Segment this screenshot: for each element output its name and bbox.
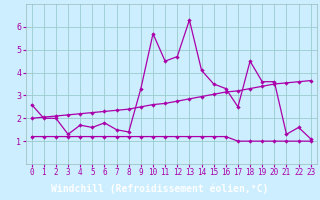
Text: Windchill (Refroidissement éolien,°C): Windchill (Refroidissement éolien,°C) [51, 183, 269, 194]
